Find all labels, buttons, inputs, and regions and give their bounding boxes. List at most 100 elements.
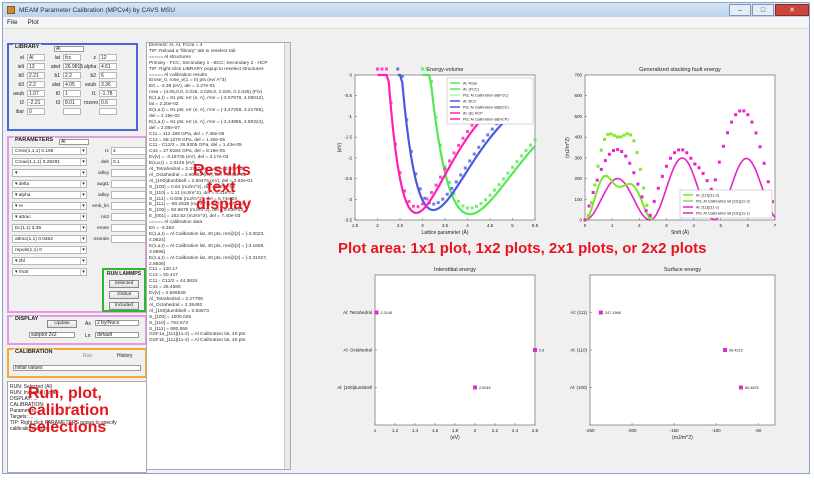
parameter-value-field[interactable] <box>111 224 146 232</box>
parameter-dropdown[interactable]: Cmin(1,1,1) 0.198 ▾ <box>12 147 87 155</box>
parameter-dropdown-label: ▾ <box>15 171 18 176</box>
energy-volume-point <box>470 123 474 127</box>
maximize-button[interactable]: □ <box>752 4 774 16</box>
interstitial-xtick-label: 1.4 <box>412 428 419 433</box>
gsf-magenta-point <box>726 131 729 135</box>
library-param-field[interactable]: 6 <box>99 72 117 79</box>
library-param-field[interactable]: 2.2 <box>27 81 45 88</box>
parameter-values: rc 4 delr 0.1 ialloy augt1 ialloy emb_lin nn2 ero… <box>91 147 146 246</box>
run-included-button[interactable]: Included <box>109 302 139 310</box>
results-scrollbar[interactable] <box>284 43 290 469</box>
library-param-field[interactable]: 8.01 <box>63 99 81 106</box>
library-element-select[interactable]: Al <box>54 46 84 52</box>
parameter-value-field[interactable] <box>111 191 146 199</box>
run-selected-button[interactable]: Selected <box>109 280 139 288</box>
library-param-field[interactable] <box>99 108 117 115</box>
results-text-line: C12 = 58.1279 GPa, del = 1.40e-05 <box>149 137 226 143</box>
energy-volume-point <box>394 142 397 146</box>
energy-volume-point <box>430 80 433 84</box>
results-text-display[interactable]: Element: Al, Al, Fcc/a = 4 TIP: Reload a … <box>146 42 291 470</box>
parameters-title: PARAMETERS <box>13 137 56 143</box>
minimize-button[interactable]: – <box>729 4 751 16</box>
library-param-field[interactable]: 4.61 <box>99 63 117 70</box>
library-param-field[interactable]: 1.07 <box>27 90 45 97</box>
command-output-line: Parameters: ... <box>10 408 43 414</box>
gsf-xtick-label: 4 <box>692 223 695 228</box>
library-param-field[interactable]: Al <box>27 54 45 61</box>
library-param-field[interactable]: 1 <box>63 90 81 97</box>
library-param-field[interactable]: 4.05 <box>63 81 81 88</box>
energy-volume-point <box>520 154 523 158</box>
energy-volume-point <box>400 74 404 78</box>
library-param-field[interactable]: 12 <box>99 54 117 61</box>
library-param-label: b2 <box>90 73 96 79</box>
parameter-dropdown[interactable]: ▾ zbl ▾ <box>12 257 87 265</box>
parameter-value-field[interactable]: 4 <box>111 147 146 155</box>
parameters-element-select[interactable]: Al <box>59 139 89 145</box>
parameter-value-field[interactable] <box>111 235 146 243</box>
display-axes-select[interactable]: 2 by/Nucs <box>95 320 139 326</box>
display-update-button[interactable]: Update <box>47 320 77 328</box>
parameter-dropdown-label: ▾ alpha <box>15 193 31 198</box>
menu-file[interactable]: File <box>7 19 18 26</box>
display-line-select[interactable]: default <box>95 332 139 338</box>
gsf-magenta-point <box>770 200 774 204</box>
parameter-dropdown[interactable]: ▾ ▾ <box>12 169 87 177</box>
parameter-value-field[interactable]: 0.1 <box>111 158 146 166</box>
results-text-line: E(1,a,t) = Al Calibration lat, 40 pts, r… <box>149 255 268 261</box>
library-param-field[interactable]: 2.21 <box>27 72 45 79</box>
surface-xtick-label: -250 <box>585 428 595 433</box>
results-text-line: Primary - FCC; Secondary 1 - BCC; Second… <box>149 60 268 66</box>
library-param-field[interactable]: -2.21 <box>27 99 45 106</box>
close-button[interactable]: ✕ <box>775 4 809 16</box>
parameter-value-field[interactable] <box>111 202 146 210</box>
parameter-dropdown[interactable]: ▾ delta ▾ <box>12 180 87 188</box>
parameter-dropdown-label: Cmin(1,1,1) 0.198 <box>15 149 54 154</box>
library-param-field[interactable]: 26.9815 <box>63 63 84 70</box>
library-grid: el Al lat fcc z 12 ielt 13 atwt 26.9815 alpha 4.61 b… <box>12 54 133 115</box>
calibration-history-label[interactable]: History <box>117 353 133 359</box>
parameter-dropdown[interactable]: ▾ attrac ▾ <box>12 213 87 221</box>
run-lammps-panel: RUN LAMMPS Selected Global Included <box>102 268 146 312</box>
calibration-run-button[interactable]: Run <box>83 353 93 359</box>
library-param-field[interactable]: -1.78 <box>99 90 117 97</box>
energy-volume-legend-label: Al: (FCC) <box>463 88 480 92</box>
gsf-magenta-point <box>669 156 672 160</box>
results-overlay-line3: display <box>196 196 252 213</box>
library-param-field[interactable]: 2.2 <box>63 72 81 79</box>
menu-plot[interactable]: Plot <box>27 19 39 26</box>
parameter-dropdown[interactable]: repuls(1,1) 0 ▾ <box>12 246 87 254</box>
library-param-field[interactable]: 13 <box>27 63 45 70</box>
library-param-field[interactable]: 0.6 <box>99 99 117 106</box>
surface-category-label: Al: (110) <box>570 348 587 353</box>
gsf-magenta-point <box>583 218 587 222</box>
parameter-value-field[interactable] <box>111 180 146 188</box>
energy-volume-point <box>448 180 451 184</box>
gsf-magenta-point <box>705 179 709 183</box>
parameter-value-field[interactable] <box>111 213 146 221</box>
chevron-down-icon: ▾ <box>80 225 86 231</box>
parameter-dropdown[interactable]: ▾ rho0 ▾ <box>12 268 87 276</box>
energy-volume-legend-label: Pts: Al Calibration lat(FCC) <box>463 94 509 98</box>
parameter-dropdown[interactable]: Ec(1,1) 3.36 ▾ <box>12 224 87 232</box>
parameter-value-field[interactable] <box>111 169 146 177</box>
library-param-field[interactable]: 0 <box>27 108 45 115</box>
run-global-button[interactable]: Global <box>109 291 139 299</box>
library-param-field[interactable] <box>63 108 81 115</box>
interstitial-point-label: 2.6 <box>539 348 544 352</box>
parameter-dropdown[interactable]: ▾ alpha ▾ <box>12 191 87 199</box>
interstitial-xtick-label: 1.8 <box>452 428 459 433</box>
parameter-dropdown[interactable]: Cmax(1,1,1) 0.28291 ▾ <box>12 158 87 166</box>
library-param-field[interactable]: fcc <box>63 54 81 61</box>
display-subplot-select[interactable]: subplot 2x2 <box>29 332 75 338</box>
library-param-field[interactable]: 3.36 <box>99 81 117 88</box>
results-overlay-line2: text <box>207 179 236 196</box>
gsf-ytick-label: 700 <box>574 73 582 78</box>
calibration-initial-select[interactable]: Initial values <box>13 365 141 371</box>
energy-volume-point <box>414 172 418 176</box>
gsf-green-point <box>625 132 629 136</box>
gsf-ytick-label: 600 <box>574 93 582 98</box>
parameter-dropdown[interactable]: ▾ re ▾ <box>12 202 87 210</box>
surface-xtick-label: -50 <box>755 428 762 433</box>
parameter-dropdown[interactable]: attrac(1,1) 0.0462 ▾ <box>12 235 87 243</box>
